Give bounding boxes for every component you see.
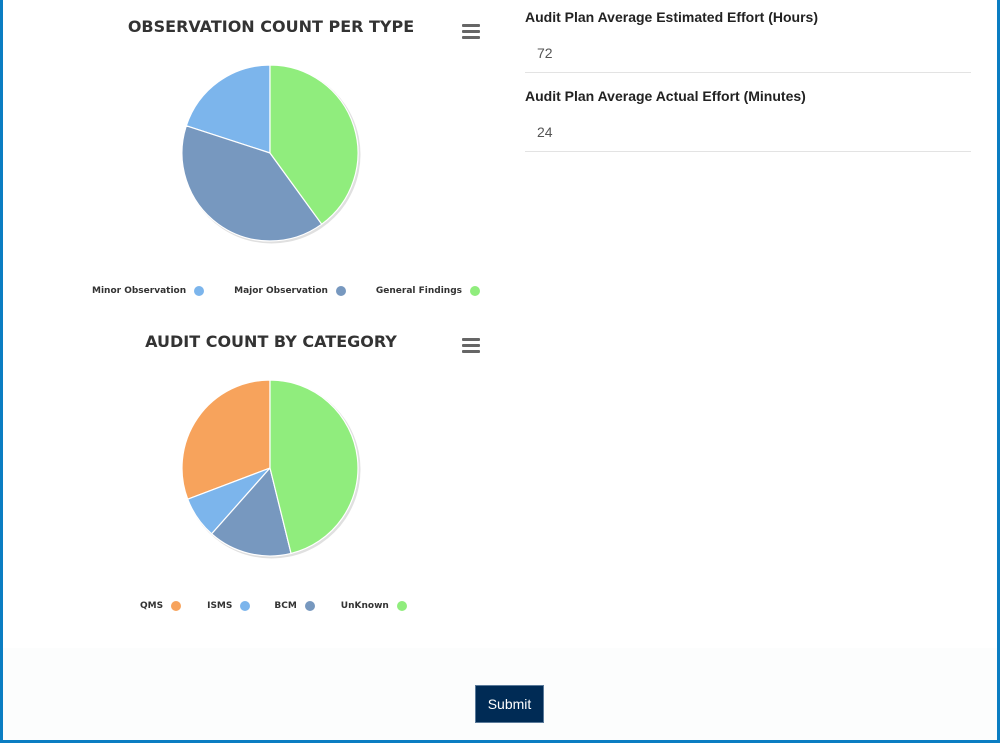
legend-item[interactable]: QMS (140, 601, 182, 611)
chart-legend: QMS ISMS BCM UnKnown (140, 601, 407, 611)
hamburger-icon (462, 338, 480, 341)
content-panel (14, 0, 986, 648)
legend-marker-icon (194, 286, 205, 296)
pie-slice-major-observation[interactable] (181, 125, 323, 242)
legend-marker-icon (304, 601, 315, 611)
legend-marker-icon (470, 286, 481, 296)
estimated-effort-label: Audit Plan Average Estimated Effort (Hou… (525, 9, 819, 25)
chart-legend: Minor Observation Major Observation Genera… (92, 286, 481, 296)
legend-label: General Findings (375, 286, 463, 296)
legend-marker-icon (396, 601, 407, 611)
legend-label: ISMS (207, 601, 233, 611)
estimated-effort-value: 72 (525, 33, 971, 73)
legend-marker-icon (171, 601, 182, 611)
pie-slice-general-findings[interactable] (269, 64, 359, 226)
legend-item[interactable]: ISMS (207, 601, 251, 611)
pie-slice-unknown[interactable] (269, 379, 359, 555)
observation-pie (181, 64, 361, 244)
pie-slice-minor-observation[interactable] (185, 64, 271, 154)
legend-marker-icon (240, 601, 251, 611)
hamburger-icon (462, 24, 480, 27)
legend-item[interactable]: BCM (274, 601, 315, 611)
legend-label: Major Observation (234, 286, 328, 296)
chart-menu-button[interactable] (459, 21, 483, 43)
actual-effort-value: 24 (525, 112, 971, 152)
chart-title: AUDIT COUNT BY CATEGORY (145, 332, 397, 351)
legend-label: BCM (274, 601, 297, 611)
chart-title: OBSERVATION COUNT PER TYPE (127, 17, 415, 36)
pie-slice-bcm[interactable] (210, 466, 292, 557)
legend-item[interactable]: Minor Observation (92, 286, 205, 296)
submit-button[interactable]: Submit (475, 685, 544, 723)
legend-label: UnKnown (340, 601, 389, 611)
legend-label: Minor Observation (92, 286, 187, 296)
audit-category-pie (181, 379, 361, 559)
actual-effort-label: Audit Plan Average Actual Effort (Minute… (525, 88, 806, 104)
legend-item[interactable]: General Findings (375, 286, 481, 296)
estimated-effort-field: Audit Plan Average Estimated Effort (Hou… (525, 9, 971, 73)
pie-slice-qms[interactable] (181, 379, 271, 500)
actual-effort-field: Audit Plan Average Actual Effort (Minute… (525, 88, 971, 152)
legend-marker-icon (335, 286, 346, 296)
legend-item[interactable]: UnKnown (341, 601, 407, 611)
chart-menu-button[interactable] (459, 335, 483, 357)
legend-item[interactable]: Major Observation (234, 286, 346, 296)
legend-label: QMS (140, 601, 164, 611)
